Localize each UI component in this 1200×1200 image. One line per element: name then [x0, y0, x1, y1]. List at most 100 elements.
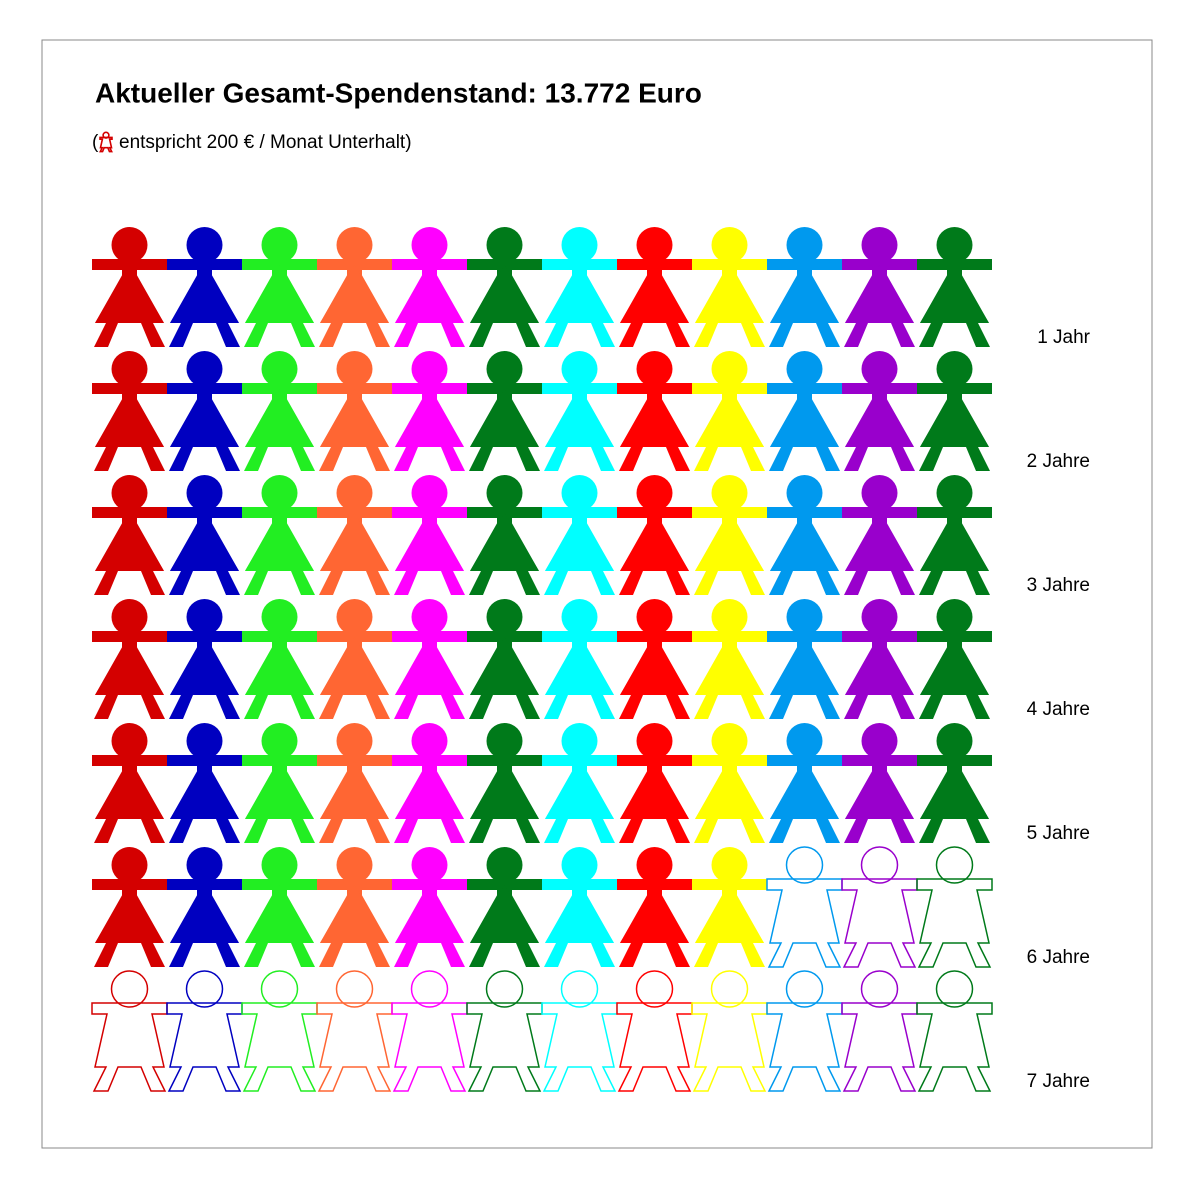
figure-filled [917, 227, 992, 347]
figure-filled [767, 227, 842, 347]
figure-filled [317, 227, 392, 347]
figure-filled [467, 351, 542, 471]
head [411, 475, 448, 511]
head [261, 227, 298, 263]
row-label: 2 Jahre [1027, 451, 1090, 472]
figure-filled [392, 351, 467, 471]
figure-filled [92, 723, 167, 843]
head [261, 847, 298, 883]
body [391, 1002, 468, 1092]
figure-filled [542, 599, 617, 719]
figure-filled [542, 723, 617, 843]
dress [395, 513, 464, 571]
head [561, 723, 598, 759]
dress [395, 637, 464, 695]
head [111, 475, 148, 511]
head [486, 227, 523, 263]
head [261, 351, 298, 387]
figure-filled [242, 475, 317, 595]
figure-filled [317, 475, 392, 595]
dress [245, 513, 314, 571]
figure-outline [916, 846, 993, 968]
head [786, 599, 823, 635]
figure-outline [391, 970, 468, 1092]
title: Aktueller Gesamt-Spendenstand: 13.772 Eu… [95, 77, 702, 108]
figure-filled [467, 475, 542, 595]
dress [95, 389, 164, 447]
body [766, 1002, 843, 1092]
figure-filled [917, 351, 992, 471]
figure-filled [842, 599, 917, 719]
figure-grid [91, 227, 993, 1092]
head [261, 723, 298, 759]
head [860, 970, 899, 1008]
dress [695, 761, 764, 819]
head [561, 351, 598, 387]
figure-filled [392, 475, 467, 595]
figure-filled [842, 351, 917, 471]
dress [170, 761, 239, 819]
figure-filled [242, 227, 317, 347]
dress [545, 389, 614, 447]
row-label: 1 Jahr [1037, 327, 1090, 348]
head [711, 475, 748, 511]
head [636, 351, 673, 387]
figure-outline [616, 970, 693, 1092]
dress [245, 761, 314, 819]
body [316, 1002, 393, 1092]
dress [470, 637, 539, 695]
figure-filled [542, 227, 617, 347]
dress [770, 637, 839, 695]
figure-filled [317, 723, 392, 843]
subtitle: entspricht 200 € / Monat Unterhalt) [119, 132, 412, 153]
dress [845, 265, 914, 323]
dress [620, 389, 689, 447]
dress [470, 389, 539, 447]
figure-filled [242, 351, 317, 471]
head [785, 846, 824, 884]
dress [95, 637, 164, 695]
figure-filled [467, 599, 542, 719]
head [636, 227, 673, 263]
dress [170, 637, 239, 695]
figure-filled [392, 847, 467, 967]
figure-filled [392, 599, 467, 719]
dress [320, 513, 389, 571]
figure-filled [92, 599, 167, 719]
head [335, 970, 374, 1008]
head [111, 599, 148, 635]
figure-outline [766, 846, 843, 968]
head [110, 970, 149, 1008]
head [636, 599, 673, 635]
head [636, 475, 673, 511]
figure-filled [617, 599, 692, 719]
body [466, 1002, 543, 1092]
head [485, 970, 524, 1008]
body [766, 878, 843, 968]
figure-filled [467, 227, 542, 347]
head [336, 847, 373, 883]
head [561, 599, 598, 635]
figure-outline [466, 970, 543, 1092]
figure-filled [917, 599, 992, 719]
dress [320, 761, 389, 819]
head [786, 475, 823, 511]
figure-filled [167, 847, 242, 967]
figure-filled [242, 847, 317, 967]
head [635, 970, 674, 1008]
figure-filled [617, 723, 692, 843]
dress [245, 265, 314, 323]
figure-filled [92, 847, 167, 967]
figure-filled [767, 475, 842, 595]
dress [620, 265, 689, 323]
dress [920, 513, 989, 571]
head [111, 351, 148, 387]
head [710, 970, 749, 1008]
head [711, 351, 748, 387]
head [186, 599, 223, 635]
dress [770, 265, 839, 323]
head [186, 227, 223, 263]
figure-filled [617, 351, 692, 471]
head [411, 599, 448, 635]
